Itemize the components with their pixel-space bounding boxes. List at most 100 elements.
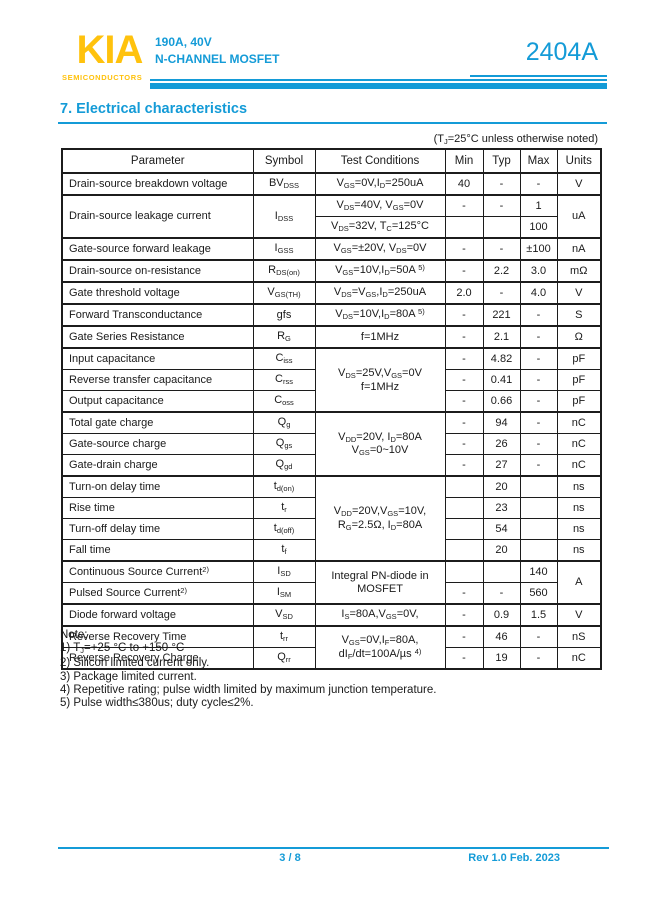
table-cell: Gate-source charge <box>61 433 254 455</box>
device-rating: 190A, 40V <box>155 35 212 49</box>
table-row: Rise time tr 23 ns <box>61 497 602 519</box>
table-cell: 27 <box>482 454 521 477</box>
part-number: 2404A <box>525 38 598 66</box>
table-row: Reverse Recovery Charge Qrr -19- nC <box>61 647 602 670</box>
table-cell: - <box>444 582 484 605</box>
table-cell: Reverse Recovery Time <box>61 625 254 648</box>
column-header: Test Conditions <box>314 148 446 174</box>
table-cell: ns <box>556 475 602 498</box>
table-cell: Drain-source breakdown voltage <box>61 172 254 196</box>
table-cell: Output capacitance <box>61 390 254 413</box>
table-cell: VGS=±20V, VDS=0V <box>314 237 446 261</box>
table-cell: Forward Transconductance <box>61 303 254 327</box>
table-cell: - <box>444 369 484 391</box>
note-line: 3) Package limited current. <box>60 670 197 683</box>
table-cell: VGS(TH) <box>252 281 316 305</box>
table-cell: 0.41 <box>482 369 521 391</box>
table-cell: RDS(on) <box>252 259 316 283</box>
table-cell: pF <box>556 347 602 370</box>
table-cell: ISM <box>252 582 316 605</box>
table-cell: Turn-on delay time <box>61 475 254 498</box>
table-cell: - <box>482 172 521 196</box>
header-rule-thick <box>150 83 607 89</box>
table-cell: ns <box>556 518 602 540</box>
table-cell: VGS=0V,ID=250uA <box>314 172 446 196</box>
table-cell: td(off) <box>252 518 316 540</box>
table-cell: Drain-source leakage current <box>61 194 254 239</box>
table-cell: nS <box>556 625 602 648</box>
table-cell: Gate-drain charge <box>61 454 254 477</box>
table-cell: VDS=25V,VGS=0V f=1MHz <box>314 347 446 413</box>
table-cell: 0.9 <box>482 603 521 627</box>
table-cell: Crss <box>252 369 316 391</box>
table-cell: 221 <box>482 303 521 327</box>
table-cell: Reverse transfer capacitance <box>61 369 254 391</box>
table-row: Drain-source breakdown voltage BVDSS VGS=0… <box>61 172 602 196</box>
column-header: Typ <box>482 148 521 174</box>
table-cell: 26 <box>482 433 521 455</box>
table-cell: Ω <box>556 325 602 349</box>
table-row: Total gate charge Qg VDD=20V, ID=80A VGS=0~… <box>61 411 602 477</box>
table-cell: - <box>519 325 558 349</box>
table-cell: - <box>444 625 484 648</box>
table-cell <box>482 216 521 239</box>
table-cell: 23 <box>482 497 521 519</box>
table-cell: - <box>519 411 558 434</box>
table-cell: mΩ <box>556 259 602 283</box>
table-cell <box>444 475 484 498</box>
table-cell: - <box>444 347 484 370</box>
table-cell: Gate-source forward leakage <box>61 237 254 261</box>
table-cell: VGS=10V,ID=50A 5) <box>314 259 446 283</box>
table-cell: VDD=20V, ID=80A VGS=0~10V <box>314 411 446 477</box>
table-cell: 2.2 <box>482 259 521 283</box>
table-cell: - <box>519 303 558 327</box>
table-cell: nA <box>556 237 602 261</box>
table-cell: Qgd <box>252 454 316 477</box>
table-cell: tr <box>252 497 316 519</box>
table-cell <box>444 560 484 583</box>
table-cell: - <box>444 303 484 327</box>
table-cell <box>482 560 521 583</box>
table-cell: pF <box>556 390 602 413</box>
table-cell: VDS=10V,ID=80A 5) <box>314 303 446 327</box>
table-row: Gate-source charge Qgs -26- nC <box>61 433 602 455</box>
table-cell: Coss <box>252 390 316 413</box>
table-cell: A <box>556 560 602 605</box>
table-cell: BVDSS <box>252 172 316 196</box>
table-cell: VDS=VGS,ID=250uA <box>314 281 446 305</box>
table-cell: V <box>556 281 602 305</box>
table-cell: 54 <box>482 518 521 540</box>
table-cell: 20 <box>482 539 521 562</box>
table-cell: VDS=40V, VGS=0V <box>314 194 446 217</box>
table-cell: - <box>444 325 484 349</box>
header-rule-thin-left <box>150 79 607 81</box>
column-header: Parameter <box>61 148 254 174</box>
table-row: Pulsed Source Current2) ISM - -560 <box>61 582 601 605</box>
table-cell: 140 <box>519 560 558 583</box>
device-type: N-CHANNEL MOSFET <box>155 52 280 67</box>
table-cell: - <box>519 647 558 670</box>
note-line: 4) Repetitive rating; pulse width limite… <box>60 683 437 696</box>
table-cell: VDS=32V, TC=125°C <box>314 216 446 239</box>
table-cell: gfs <box>252 303 316 327</box>
table-cell <box>444 518 484 540</box>
table-cell: - <box>519 390 558 413</box>
note-line: 1) TJ=+25 °C to +150 °C <box>60 642 185 656</box>
table-cell: Qrr <box>252 647 316 670</box>
table-cell: IGSS <box>252 237 316 261</box>
table-cell: f=1MHz <box>314 325 446 349</box>
table-cell: Input capacitance <box>61 347 254 370</box>
table-cell: - <box>444 390 484 413</box>
table-cell: - <box>519 369 558 391</box>
notes-section: Note: 1) TJ=+25 °C to +150 °C 2) Silicon… <box>60 629 436 710</box>
table-cell: Qg <box>252 411 316 434</box>
table-cell: Reverse Recovery Charge <box>61 647 254 670</box>
table-cell: VSD <box>252 603 316 627</box>
footer-page-number: 3 / 8 <box>279 852 301 864</box>
electrical-characteristics-table: Parameter Symbol Test Conditions Min Typ Max U… <box>61 148 602 670</box>
table-cell: S <box>556 303 602 327</box>
table-cell: 560 <box>519 582 558 605</box>
footer-rule <box>58 847 609 849</box>
table-cell: Integral PN-diode in MOSFET <box>314 560 446 605</box>
table-cell: Pulsed Source Current2) <box>61 582 254 605</box>
